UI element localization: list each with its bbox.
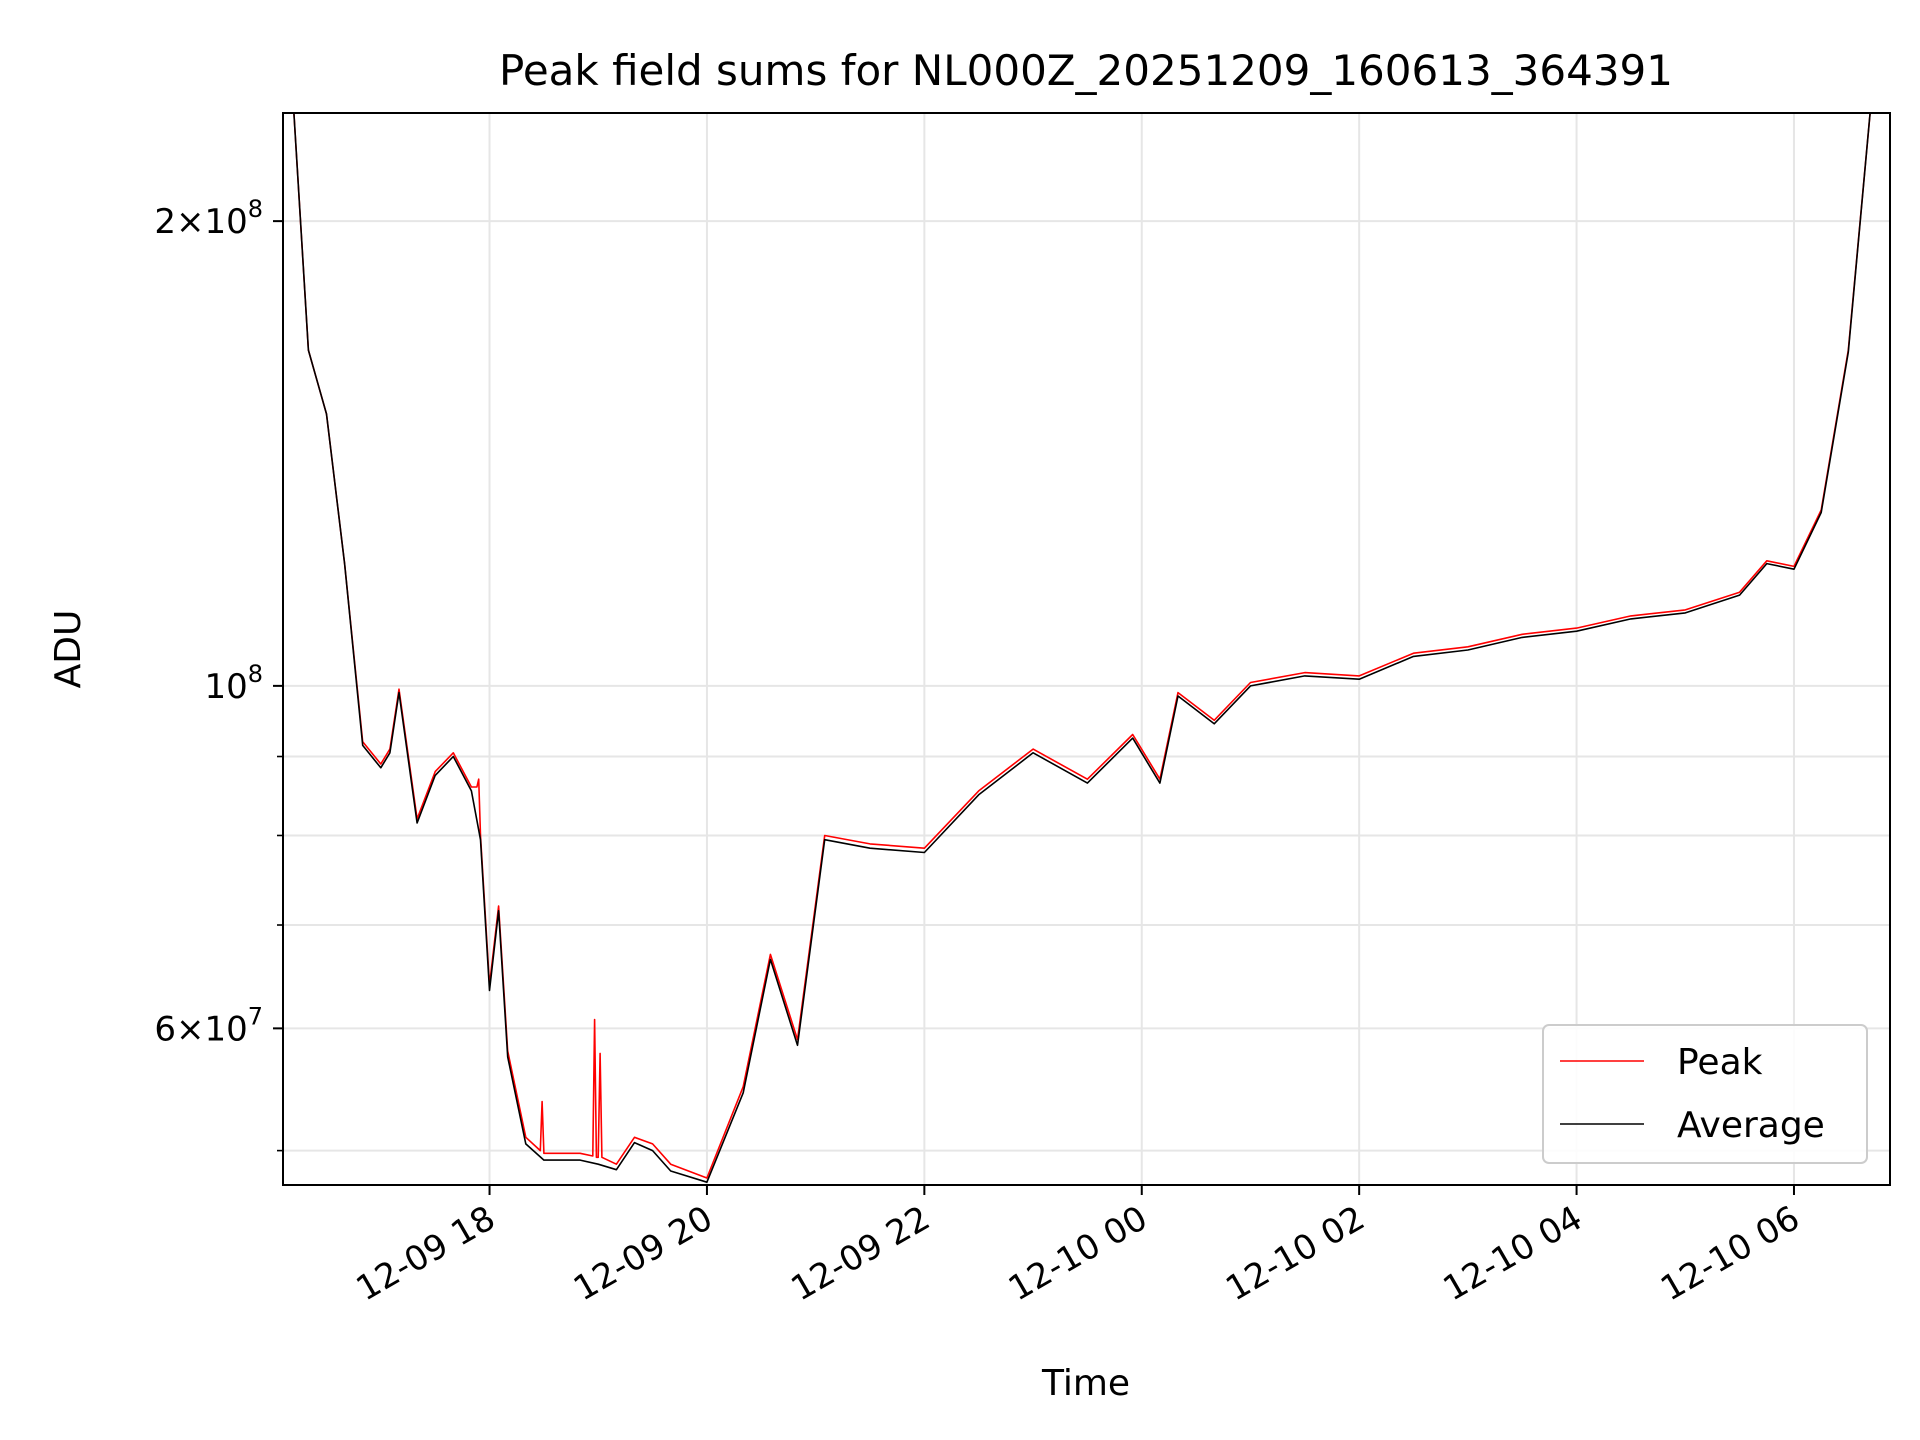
y-tick-label: 2×108 bbox=[154, 195, 263, 242]
y-tick-label: 6×107 bbox=[154, 1002, 263, 1049]
series-line-peak bbox=[293, 113, 1871, 1179]
x-axis-label: Time bbox=[1041, 1363, 1130, 1404]
y-axis-label: ADU bbox=[48, 610, 89, 689]
axes-frame bbox=[282, 112, 1891, 1186]
series-layer bbox=[293, 113, 1871, 1183]
legend-box bbox=[1542, 1024, 1868, 1164]
series-line-average bbox=[293, 113, 1871, 1183]
chart-title: Peak field sums for NL000Z_20251209_1606… bbox=[499, 46, 1673, 95]
legend-label-average: Average bbox=[1677, 1105, 1825, 1146]
grid bbox=[283, 113, 1890, 1185]
legend: Peak Average bbox=[1542, 1024, 1868, 1164]
legend-label-peak: Peak bbox=[1677, 1042, 1763, 1083]
y-tick-label: 108 bbox=[204, 660, 263, 707]
